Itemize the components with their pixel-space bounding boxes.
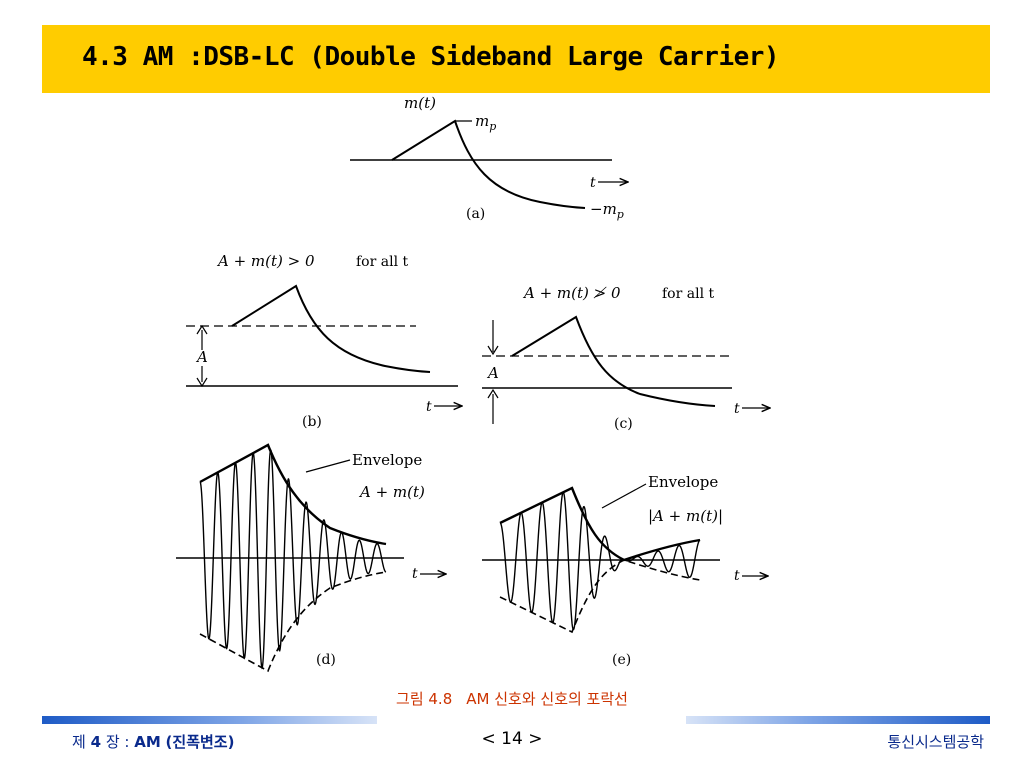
- caption-text: AM 신호와 신호의 포락선: [466, 690, 628, 708]
- panel-a: m(t) mp −mp t (a): [350, 94, 628, 222]
- panel-c-condition: A + m(t) ≯ 0: [522, 284, 621, 302]
- footer-chapter: 제 4 장 : AM (진폭변조): [72, 731, 234, 752]
- panel-c-signal: [511, 315, 716, 407]
- panel-d-modulated-wave: [199, 448, 387, 670]
- panel-a-peak-label: mp: [475, 112, 496, 133]
- footer-chapter-prefix: 제: [72, 733, 86, 751]
- footer-chapter-paren: (진폭변조): [165, 733, 235, 751]
- title-bar: 4.3 AM :DSB-LC (Double Sideband Large Ca…: [42, 25, 990, 93]
- caption-number: 그림 4.8: [396, 690, 453, 708]
- panel-b-label: (b): [302, 414, 322, 430]
- panel-d-label: (d): [316, 652, 336, 668]
- panel-e-envelope-label: Envelope: [648, 473, 718, 491]
- panel-c: A + m(t) ≯ 0 for all t A t (c): [482, 284, 770, 432]
- panel-c-condition-suffix: for all t: [662, 286, 715, 302]
- panel-b: A + m(t) > 0 for all t A t (b): [186, 252, 462, 430]
- panel-d-envelope-expr: A + m(t): [358, 483, 425, 501]
- panel-d-lower-envelope: [199, 571, 387, 673]
- panel-c-t-label: t: [734, 401, 740, 417]
- slide-title: 4.3 AM :DSB-LC (Double Sideband Large Ca…: [82, 42, 780, 72]
- panel-d-envelope-label: Envelope: [352, 451, 422, 469]
- footer-chapter-topic: AM: [134, 733, 161, 751]
- panel-a-neg-peak-label: −mp: [590, 200, 624, 221]
- panel-e-lower-envelope: [499, 559, 701, 634]
- footer-chapter-num: 4: [90, 733, 102, 751]
- panel-a-signal-label: m(t): [404, 94, 436, 112]
- panel-b-t-label: t: [426, 399, 432, 415]
- footer-course: 통신시스템공학: [887, 733, 984, 751]
- panel-d-upper-envelope: [199, 443, 387, 546]
- footer-right-bar: [686, 716, 990, 724]
- page-number: < 14 >: [481, 729, 543, 749]
- figure-caption: 그림 4.8 AM 신호와 신호의 포락선: [0, 688, 1024, 709]
- panel-a-label: (a): [466, 206, 485, 222]
- panel-e-t-label: t: [734, 568, 740, 584]
- panel-e: Envelope |A + m(t)| t (e): [482, 473, 768, 668]
- footer-chapter-mid: 장 :: [105, 733, 130, 751]
- panel-b-amp-label: A: [195, 348, 208, 366]
- panel-e-modulated-wave: [499, 491, 701, 631]
- footer-left-bar: [42, 716, 377, 724]
- panel-d: Envelope A + m(t) t (d): [176, 443, 446, 673]
- panel-b-condition: A + m(t) > 0: [216, 252, 315, 270]
- panel-b-signal: [231, 284, 431, 373]
- panel-e-label: (e): [612, 652, 631, 668]
- panel-c-label: (c): [614, 416, 633, 432]
- panel-b-condition-suffix: for all t: [356, 254, 409, 270]
- panel-a-signal: [391, 119, 586, 209]
- panel-c-amp-label: A: [486, 364, 499, 382]
- panel-a-t-label: t: [590, 175, 596, 191]
- panel-e-envelope-expr: |A + m(t)|: [648, 507, 723, 525]
- panel-d-t-label: t: [412, 566, 418, 582]
